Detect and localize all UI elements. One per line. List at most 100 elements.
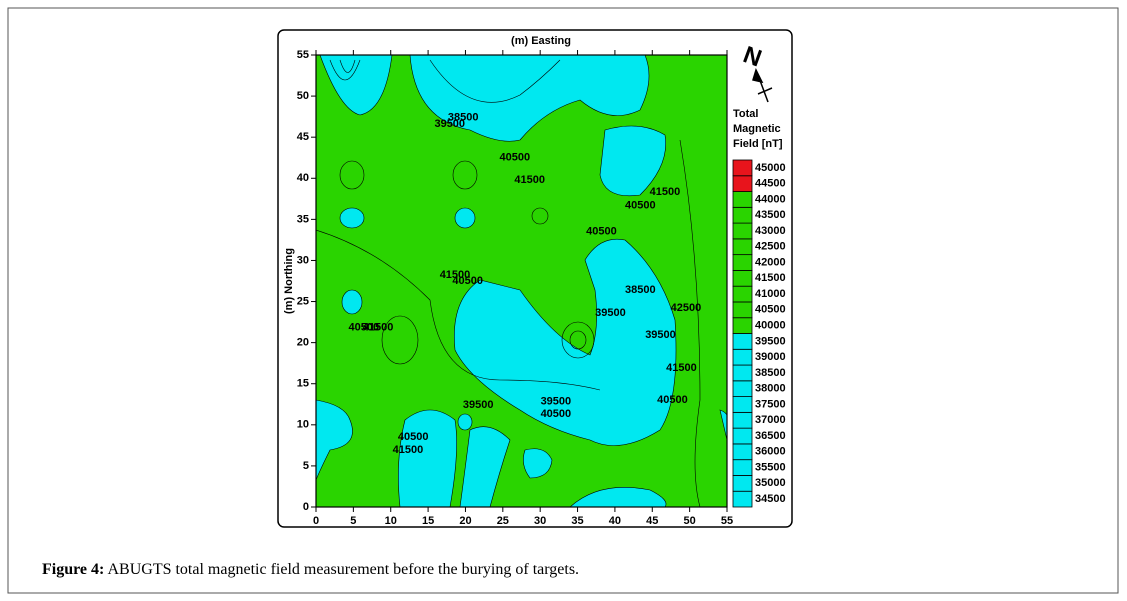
colorbar-swatch bbox=[732, 411, 753, 429]
contour-label: 40500 bbox=[349, 322, 380, 334]
colorbar-swatch bbox=[732, 348, 753, 366]
colorbar-label: 39000 bbox=[755, 351, 786, 363]
x-tick-label: 0 bbox=[313, 515, 319, 527]
colorbar-swatch bbox=[732, 191, 753, 208]
colorbar-label: 42500 bbox=[755, 241, 786, 253]
colorbar-label: 37000 bbox=[755, 414, 786, 426]
colorbar-swatch bbox=[732, 475, 753, 492]
y-tick-label: 5 bbox=[303, 460, 309, 472]
colorbar-swatch bbox=[732, 206, 753, 224]
colorbar-swatch bbox=[732, 459, 753, 476]
colorbar-label: 44500 bbox=[755, 178, 786, 190]
colorbar-label: 41500 bbox=[755, 272, 786, 284]
colorbar-title: Field [nT] bbox=[733, 138, 783, 150]
colorbar-label: 36500 bbox=[755, 430, 786, 442]
colorbar-label: 40000 bbox=[755, 320, 786, 332]
contour-label: 39500 bbox=[434, 118, 465, 130]
colorbar-label: 43500 bbox=[755, 209, 786, 221]
contour-label: 41500 bbox=[363, 322, 394, 334]
colorbar-swatch bbox=[732, 380, 753, 397]
colorbar-label: 45000 bbox=[755, 162, 786, 174]
colorbar-swatch bbox=[732, 396, 753, 413]
colorbar-label: 35500 bbox=[755, 461, 786, 473]
contour-label: 39500 bbox=[463, 399, 494, 411]
y-tick-label: 40 bbox=[297, 172, 309, 184]
contour-label: 40500 bbox=[452, 275, 483, 287]
contour-label: 42500 bbox=[671, 302, 702, 314]
contour-label: 40500 bbox=[499, 152, 530, 164]
contour-label: 40500 bbox=[586, 226, 617, 238]
colorbar-swatch bbox=[732, 317, 753, 334]
x-tick-label: 30 bbox=[534, 515, 546, 527]
contour-label: 41500 bbox=[650, 186, 681, 198]
colorbar-swatch bbox=[732, 490, 753, 508]
colorbar-title: Total bbox=[733, 108, 758, 120]
y-tick-label: 0 bbox=[303, 501, 309, 513]
y-tick-label: 30 bbox=[297, 254, 309, 266]
colorbar-label: 34500 bbox=[755, 493, 786, 505]
contour-fill bbox=[316, 55, 727, 507]
x-tick-label: 10 bbox=[385, 515, 397, 527]
x-tick-label: 20 bbox=[459, 515, 471, 527]
colorbar-swatch bbox=[732, 427, 753, 445]
colorbar-label: 44000 bbox=[755, 193, 786, 205]
x-tick-label: 25 bbox=[497, 515, 509, 527]
x-tick-label: 15 bbox=[422, 515, 434, 527]
colorbar-label: 41000 bbox=[755, 288, 786, 300]
colorbar-swatch bbox=[732, 364, 753, 382]
colorbar-label: 38500 bbox=[755, 367, 786, 379]
x-tick-label: 55 bbox=[721, 515, 733, 527]
colorbar-swatch bbox=[732, 175, 753, 192]
colorbar-swatch bbox=[732, 270, 753, 287]
y-tick-label: 50 bbox=[297, 90, 309, 102]
y-tick-label: 15 bbox=[297, 378, 309, 390]
x-tick-label: 50 bbox=[684, 515, 696, 527]
y-tick-label: 10 bbox=[297, 419, 309, 431]
colorbar-swatch bbox=[732, 254, 753, 271]
y-tick-label: 35 bbox=[297, 213, 309, 225]
colorbar-swatch bbox=[732, 238, 753, 256]
colorbar-label: 38000 bbox=[755, 383, 786, 395]
north-arrow bbox=[752, 67, 773, 103]
contour-label: 39500 bbox=[595, 307, 626, 319]
contour-label: 40500 bbox=[541, 408, 572, 420]
plot-area bbox=[315, 54, 728, 508]
colorbar-label: 43000 bbox=[755, 225, 786, 237]
caption: Figure 4: ABUGTS total magnetic field me… bbox=[42, 561, 579, 578]
contour-label: 41500 bbox=[666, 362, 697, 374]
colorbar-label: 36000 bbox=[755, 446, 786, 458]
y-tick-label: 25 bbox=[297, 295, 309, 307]
colorbar-swatch bbox=[732, 333, 753, 350]
caption-text: ABUGTS total magnetic field measurement … bbox=[104, 561, 579, 578]
contour-label: 41500 bbox=[514, 174, 545, 186]
colorbar-swatch bbox=[732, 159, 753, 177]
x-axis-title: (m) Easting bbox=[511, 35, 571, 47]
contour-label: 40500 bbox=[657, 394, 688, 406]
y-axis-title: (m) Northing bbox=[283, 248, 295, 314]
colorbar-label: 39500 bbox=[755, 335, 786, 347]
y-tick-label: 20 bbox=[297, 337, 309, 349]
colorbar-swatch bbox=[732, 443, 753, 461]
y-tick-label: 45 bbox=[297, 131, 309, 143]
colorbar-label: 35000 bbox=[755, 477, 786, 489]
contour-label: 39500 bbox=[541, 396, 572, 408]
x-tick-label: 45 bbox=[646, 515, 658, 527]
contour-label: 38500 bbox=[625, 284, 656, 296]
x-tick-label: 40 bbox=[609, 515, 621, 527]
x-tick-label: 35 bbox=[571, 515, 583, 527]
colorbar-label: 40500 bbox=[755, 304, 786, 316]
contour-label: 40500 bbox=[398, 431, 429, 443]
colorbar-label: 37500 bbox=[755, 398, 786, 410]
colorbar-swatch bbox=[732, 222, 753, 240]
contour-label: 40500 bbox=[625, 199, 656, 211]
contour-label: 41500 bbox=[440, 269, 471, 281]
x-tick-label: 5 bbox=[350, 515, 356, 527]
figure-border bbox=[7, 7, 1119, 594]
colorbar-swatch bbox=[732, 285, 753, 303]
colorbar-title: Magnetic bbox=[733, 123, 781, 135]
contour-label: 41500 bbox=[393, 444, 424, 456]
colorbar-swatch bbox=[732, 301, 753, 319]
caption-label: Figure 4: bbox=[42, 561, 104, 578]
